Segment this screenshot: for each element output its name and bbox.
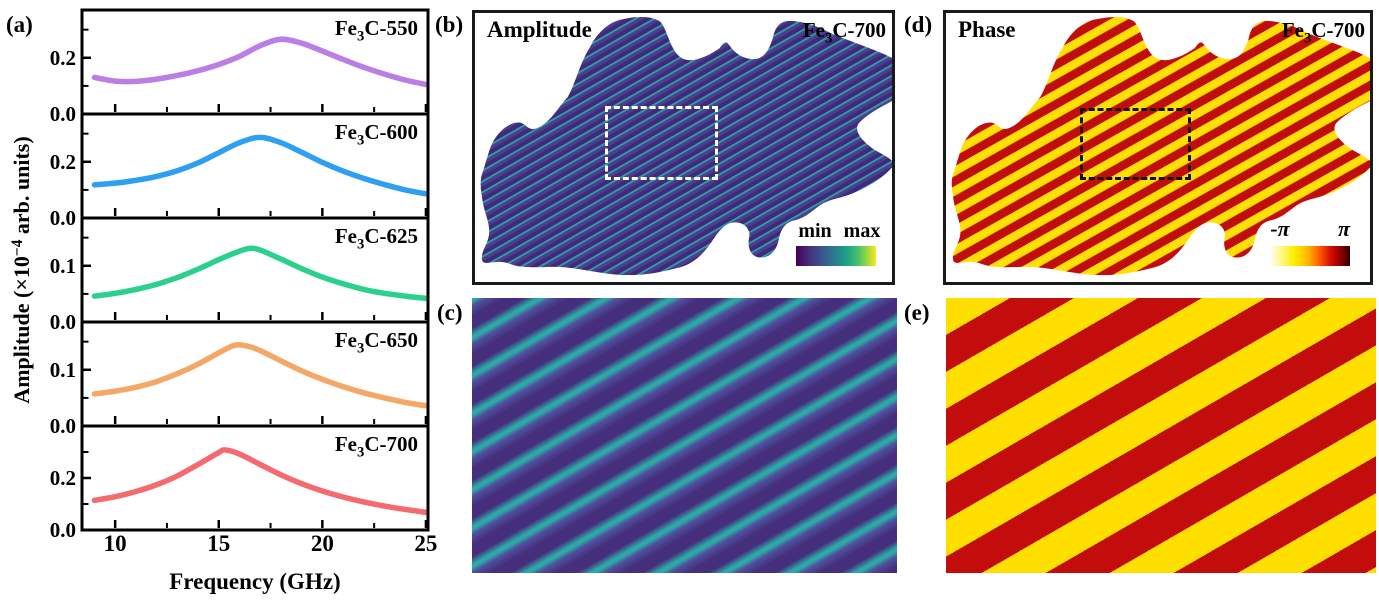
panel-a-plot: 0.0 0.2 0.0 0.2 0.0 0.1 0.0 0.1 0.0 0.2 10 15 20 25 <box>50 8 437 556</box>
curve-fe3c-600 <box>91 134 429 197</box>
sample-label-fe3c-550: Fe3C-550 <box>235 16 418 50</box>
phase-map-blob <box>946 13 1370 282</box>
amplitude-map-blob <box>475 13 892 282</box>
amplitude-stripe-domains <box>480 16 892 276</box>
panel-b-roi-rect <box>605 106 718 180</box>
label-text: C-600 <box>364 120 418 144</box>
x-tick-label: 10 <box>104 531 127 556</box>
label-subscript: 3 <box>1303 30 1312 47</box>
y-axis-label-text: Amplitude (×10 <box>9 256 35 404</box>
y-axis-label: Amplitude (×10−4 arb. units) <box>9 136 35 403</box>
label-subscript: 3 <box>356 236 365 253</box>
curve-fe3c-700 <box>91 447 429 516</box>
label-text: Fe <box>334 432 357 456</box>
curve-fe3c-650 <box>91 341 429 409</box>
label-text: Fe <box>334 120 357 144</box>
y-axis-label-superscript: −4 <box>8 239 26 257</box>
sample-label-fe3c-625: Fe3C-625 <box>235 224 418 258</box>
label-text: C-625 <box>364 224 418 248</box>
x-tick-label: 25 <box>414 531 437 556</box>
label-subscript: 3 <box>356 132 365 149</box>
label-text: Fe <box>334 224 357 248</box>
panel-d-roi-rect <box>1080 108 1191 180</box>
label-text: Fe <box>1281 18 1304 42</box>
panel-d-tag: (d) <box>904 12 933 37</box>
amplitude-colorbar <box>796 246 876 266</box>
label-subscript: 3 <box>356 444 365 461</box>
y-tick-label: 0.1 <box>50 254 76 278</box>
y-tick-label: 0.0 <box>50 206 76 230</box>
curve-fe3c-550 <box>91 36 429 88</box>
label-subscript: 3 <box>356 340 365 357</box>
sample-label-fe3c-650: Fe3C-650 <box>235 328 418 362</box>
y-tick-label: 0.2 <box>50 46 76 70</box>
phase-colorbar-max-label: π <box>1337 216 1350 241</box>
amplitude-colorbar-max-label: max <box>843 220 881 242</box>
y-tick-label: 0.0 <box>50 518 76 542</box>
panel-b-tag: (b) <box>435 12 464 37</box>
label-text: C-700 <box>832 18 886 42</box>
panel-b-title: Amplitude <box>487 17 592 42</box>
amplitude-colorbar-min-label: min <box>798 220 832 242</box>
y-tick-label: 0.0 <box>50 102 76 126</box>
panel-d-title: Phase <box>958 17 1016 42</box>
label-subscript: 3 <box>824 30 833 47</box>
y-tick-label: 0.0 <box>50 414 76 438</box>
label-text: Fe <box>334 328 357 352</box>
label-text: C-700 <box>364 432 418 456</box>
panel-d-phase-map: Phase Fe3C-700 -π π <box>943 10 1373 285</box>
curve-fe3c-625 <box>91 245 429 302</box>
panel-d-sample-label: Fe3C-700 <box>1134 18 1365 52</box>
phase-colorbar-min-label: -π <box>1270 216 1290 241</box>
phase-colorbar <box>1270 246 1350 266</box>
y-tick-label: 0.1 <box>50 358 76 382</box>
phase-stripe-domains <box>951 16 1370 276</box>
y-tick-label: 0.2 <box>50 466 76 490</box>
sample-label-fe3c-600: Fe3C-600 <box>235 120 418 154</box>
panel-e-phase-zoom <box>946 298 1376 573</box>
label-subscript: 3 <box>356 28 365 45</box>
subplot-frame-4 <box>80 424 430 532</box>
label-text: Fe <box>802 18 825 42</box>
panel-b-amplitude-map: Amplitude Fe3C-700 min max <box>472 10 895 285</box>
panel-a-tag: (a) <box>6 12 33 37</box>
panel-b-sample-label: Fe3C-700 <box>655 18 886 52</box>
y-tick-label: 0.2 <box>50 150 76 174</box>
sample-label-fe3c-700: Fe3C-700 <box>235 432 418 466</box>
label-text: Fe <box>334 16 357 40</box>
panel-c-tag: (c) <box>437 300 463 325</box>
x-tick-label: 15 <box>207 531 230 556</box>
label-text: C-550 <box>364 16 418 40</box>
panel-e-tag: (e) <box>904 300 930 325</box>
label-text: C-700 <box>1311 18 1365 42</box>
y-axis-label-text: arb. units) <box>9 136 35 240</box>
x-axis-label: Frequency (GHz) <box>169 569 341 594</box>
panel-c-amplitude-zoom <box>472 298 897 573</box>
x-tick-label: 20 <box>311 531 334 556</box>
label-text: C-650 <box>364 328 418 352</box>
y-tick-label: 0.0 <box>50 310 76 334</box>
